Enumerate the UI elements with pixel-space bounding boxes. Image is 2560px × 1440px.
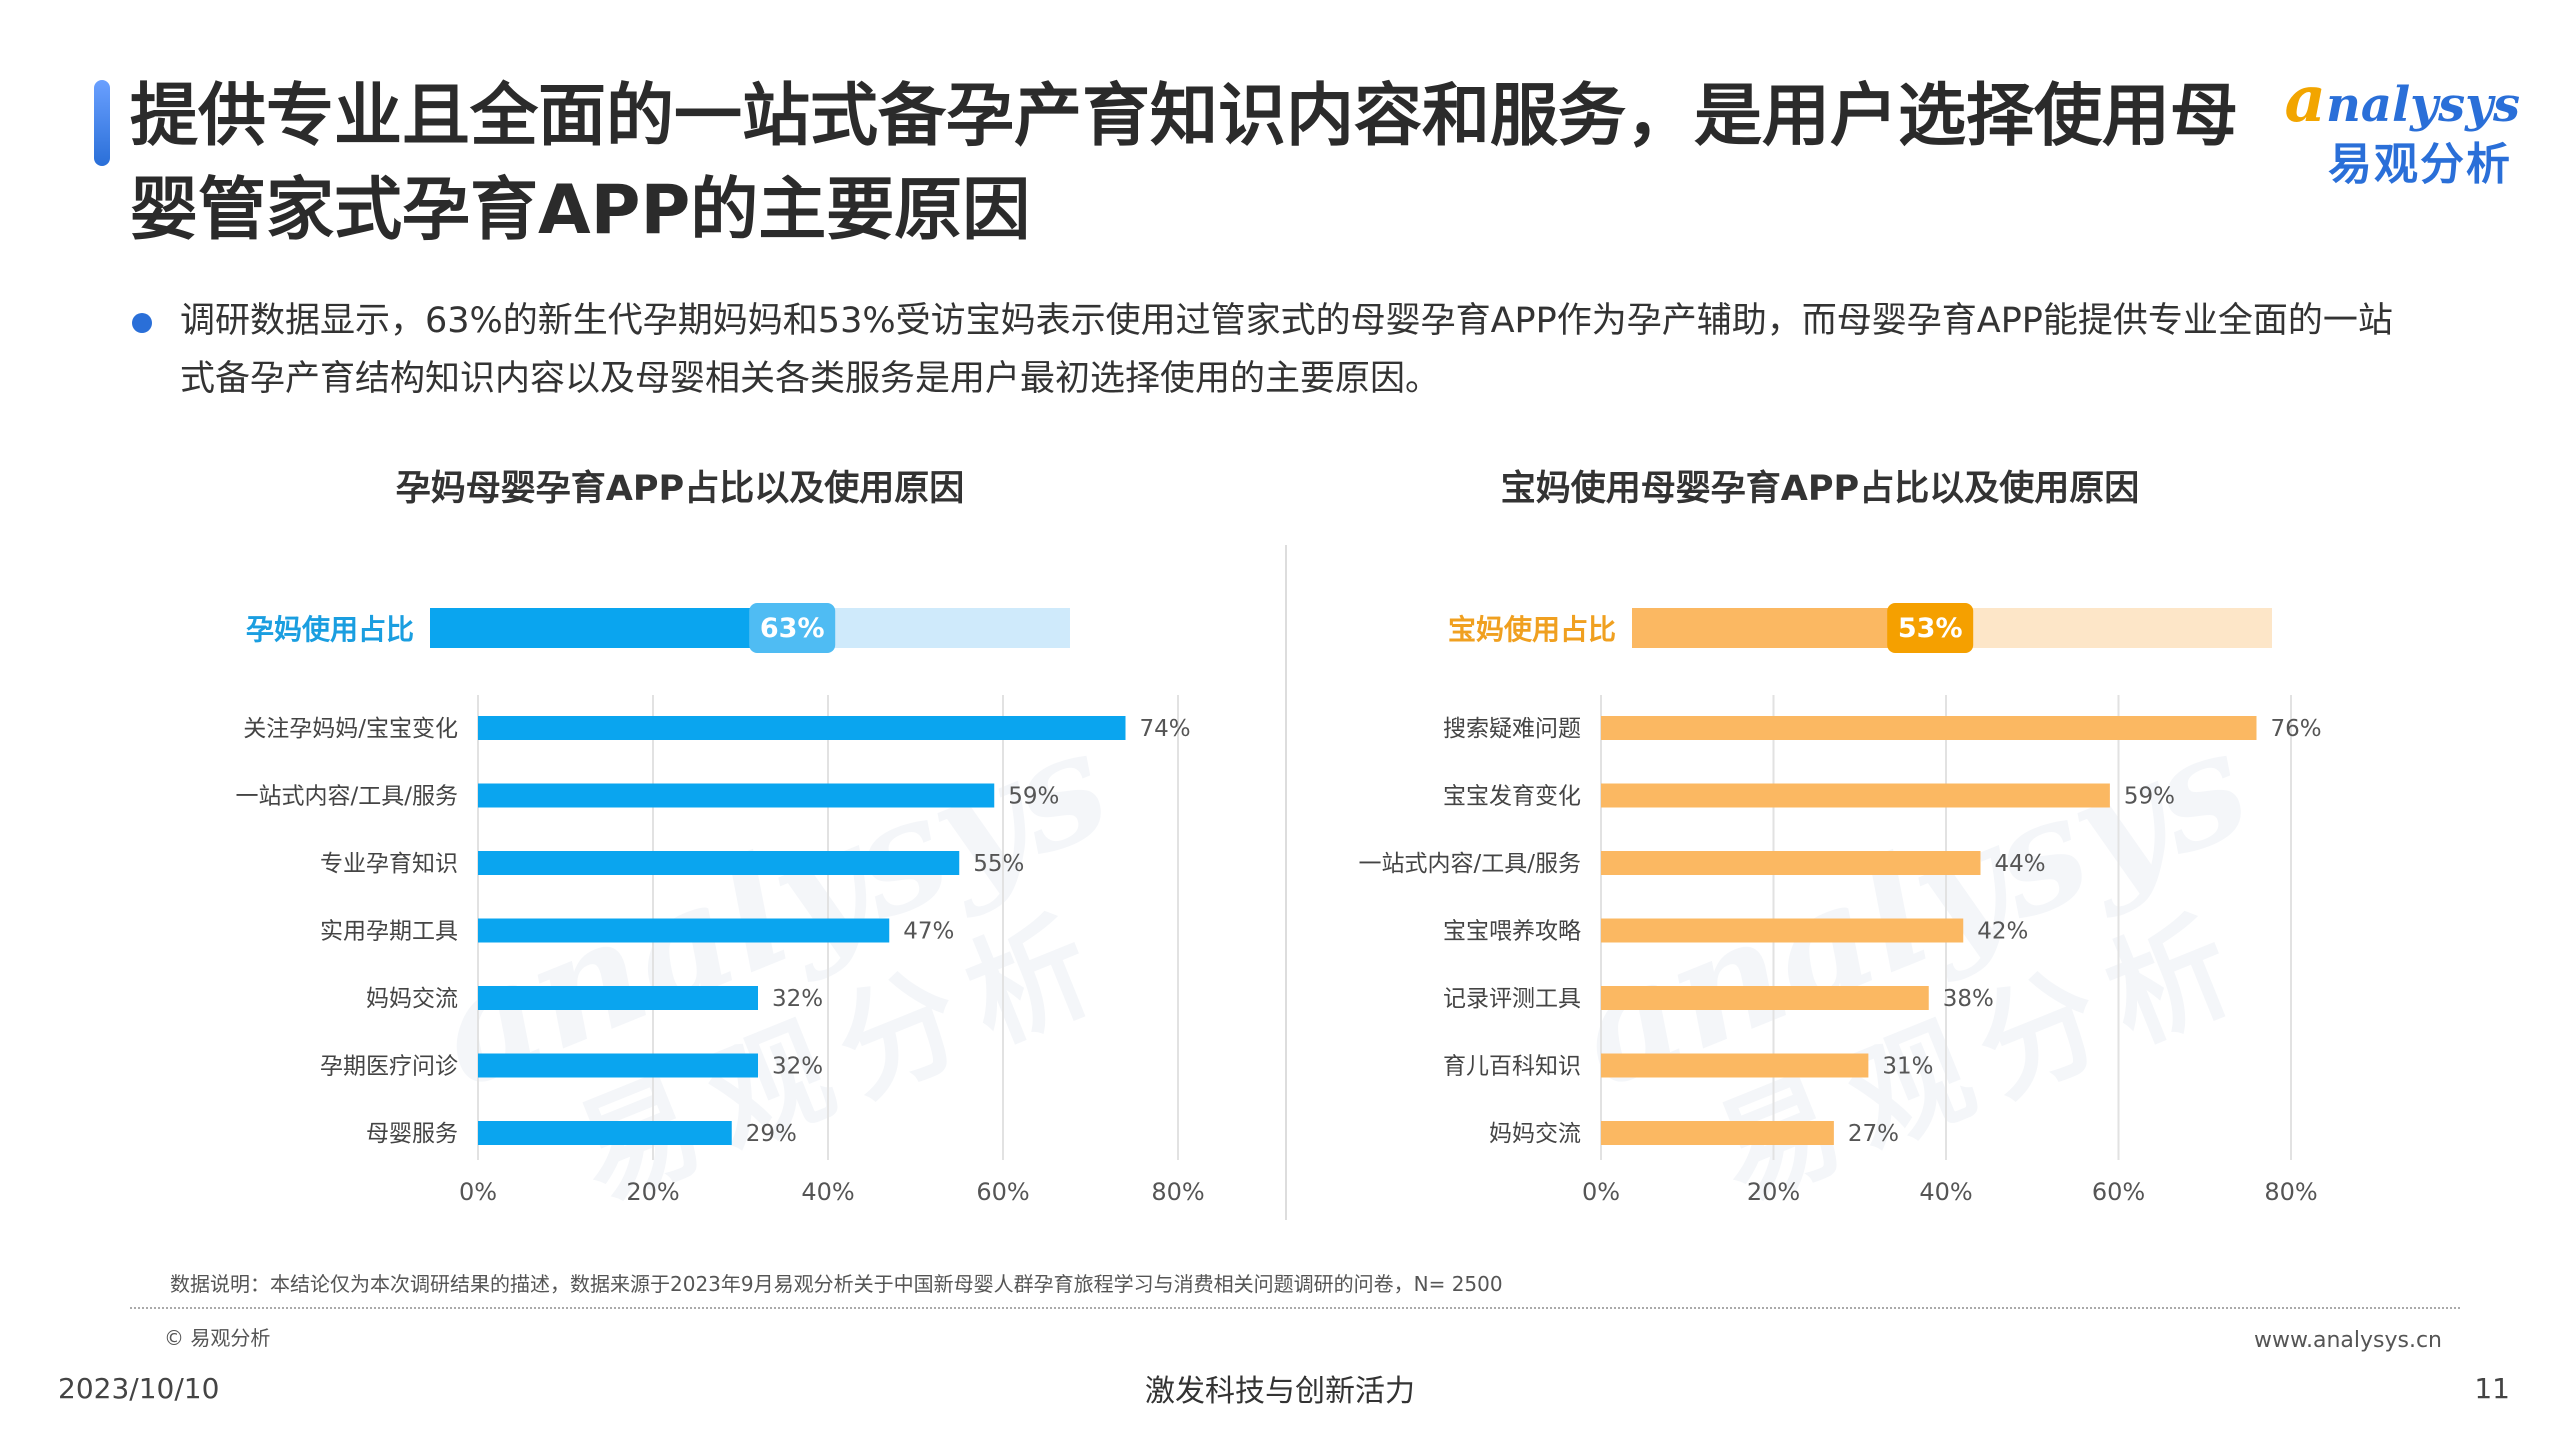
- value-label: 47%: [903, 919, 954, 945]
- bar: [478, 716, 1126, 740]
- tick-label: 40%: [801, 1178, 854, 1206]
- value-label: 55%: [973, 851, 1024, 877]
- tick-label: 20%: [626, 1178, 679, 1206]
- tick-label: 0%: [459, 1178, 497, 1206]
- tick-label: 20%: [1747, 1178, 1800, 1206]
- usage-label: 宝妈使用占比: [1448, 613, 1616, 646]
- chart-divider: [1285, 545, 1287, 1220]
- title-accent-bar: [94, 80, 110, 166]
- usage-badge: [1887, 603, 1974, 653]
- value-label: 29%: [746, 1121, 797, 1147]
- page-number: 11: [2474, 1372, 2510, 1405]
- category-label: 专业孕育知识: [320, 851, 458, 877]
- value-label: 76%: [2271, 716, 2322, 742]
- value-label: 59%: [1008, 784, 1059, 810]
- category-label: 实用孕期工具: [320, 919, 458, 945]
- slogan: 激发科技与创新活力: [1145, 1374, 1415, 1409]
- bar: [1601, 851, 1981, 875]
- usage-label: 孕妈使用占比: [246, 613, 414, 646]
- bar: [478, 986, 758, 1010]
- logo-english-text: nalysys: [2325, 77, 2520, 133]
- bar-chart-svg: 孕妈使用占比 63% 0% 20% 40% 60% 80% 关注孕妈妈/宝宝变化 74% 一站式内…: [236, 603, 1205, 1206]
- usage-value: 53%: [1898, 613, 1963, 644]
- bullet-dot: [132, 313, 152, 333]
- category-label: 搜索疑难问题: [1443, 716, 1581, 742]
- tick-label: 60%: [2092, 1178, 2145, 1206]
- chart-pregnant-moms: 孕妈母婴孕育APP占比以及使用原因 孕妈使用占比 63% 0% 20% 40% 60% 80…: [180, 460, 1280, 1240]
- category-label: 育儿百科知识: [1443, 1054, 1581, 1080]
- category-label: 一站式内容/工具/服务: [236, 784, 459, 810]
- data-note: 数据说明：本结论仅为本次调研结果的描述，数据来源于2023年9月易观分析关于中国…: [170, 1272, 1503, 1296]
- chart-title: 宝妈使用母婴孕育APP占比以及使用原因: [1500, 469, 2140, 509]
- category-label: 关注孕妈妈/宝宝变化: [243, 716, 458, 742]
- logo-chinese: 易观分析: [2328, 139, 2512, 190]
- bar: [1601, 986, 1929, 1010]
- category-label: 宝宝喂养攻略: [1443, 919, 1581, 945]
- category-label: 孕期医疗问诊: [320, 1054, 458, 1080]
- category-label: 妈妈交流: [366, 986, 458, 1012]
- tick-label: 80%: [1151, 1178, 1204, 1206]
- bar: [1601, 716, 2257, 740]
- category-label: 母婴服务: [366, 1121, 458, 1147]
- page-title: 提供专业且全面的一站式备孕产育知识内容和服务，是用户选择使用母婴管家式孕育APP…: [130, 77, 2239, 250]
- value-label: 42%: [1977, 919, 2028, 945]
- website-link[interactable]: www.analysys.cn: [2254, 1328, 2442, 1353]
- bar: [478, 918, 890, 943]
- analysys-logo: analysys 易观分析: [2270, 62, 2520, 192]
- category-label: 记录评测工具: [1443, 986, 1581, 1012]
- bar: [1601, 1053, 1869, 1078]
- value-label: 44%: [1995, 851, 2046, 877]
- value-label: 59%: [2124, 784, 2175, 810]
- report-date: 2023/10/10: [58, 1372, 220, 1405]
- footer-dotted-divider: [130, 1307, 2460, 1309]
- usage-badge: [749, 603, 836, 653]
- bar: [478, 1053, 758, 1078]
- tick-label: 40%: [1919, 1178, 1972, 1206]
- category-label: 宝宝发育变化: [1443, 784, 1581, 810]
- tick-label: 60%: [976, 1178, 1029, 1206]
- bar: [478, 851, 960, 875]
- category-label: 妈妈交流: [1489, 1121, 1581, 1147]
- bar: [1601, 1121, 1834, 1145]
- tick-label: 80%: [2264, 1178, 2317, 1206]
- value-label: 74%: [1140, 716, 1191, 742]
- category-label: 一站式内容/工具/服务: [1359, 851, 1582, 877]
- bar-chart-svg: 宝妈使用占比 53% 0% 20% 40% 60% 80% 搜索疑难问题 76% 宝宝发育变化 59…: [1359, 603, 2322, 1206]
- value-label: 38%: [1943, 986, 1994, 1012]
- bar: [478, 783, 995, 808]
- value-label: 27%: [1848, 1121, 1899, 1147]
- usage-value: 63%: [760, 613, 825, 644]
- value-label: 31%: [1882, 1054, 1933, 1080]
- chart-new-moms: 宝妈使用母婴孕育APP占比以及使用原因 宝妈使用占比 53% 0% 20% 40% 60%…: [1320, 460, 2420, 1240]
- summary-text: 调研数据显示，63%的新生代孕期妈妈和53%受访宝妈表示使用过管家式的母婴孕育A…: [180, 301, 2393, 399]
- value-label: 32%: [772, 986, 823, 1012]
- copyright: © 易观分析: [164, 1326, 271, 1350]
- value-label: 32%: [772, 1054, 823, 1080]
- bar: [478, 1121, 732, 1145]
- logo-initial: a: [2284, 62, 2326, 137]
- bar: [1601, 783, 2110, 808]
- bar: [1601, 918, 1964, 943]
- chart-title: 孕妈母婴孕育APP占比以及使用原因: [395, 469, 965, 509]
- logo-english: analysys: [2270, 62, 2520, 137]
- tick-label: 0%: [1582, 1178, 1620, 1206]
